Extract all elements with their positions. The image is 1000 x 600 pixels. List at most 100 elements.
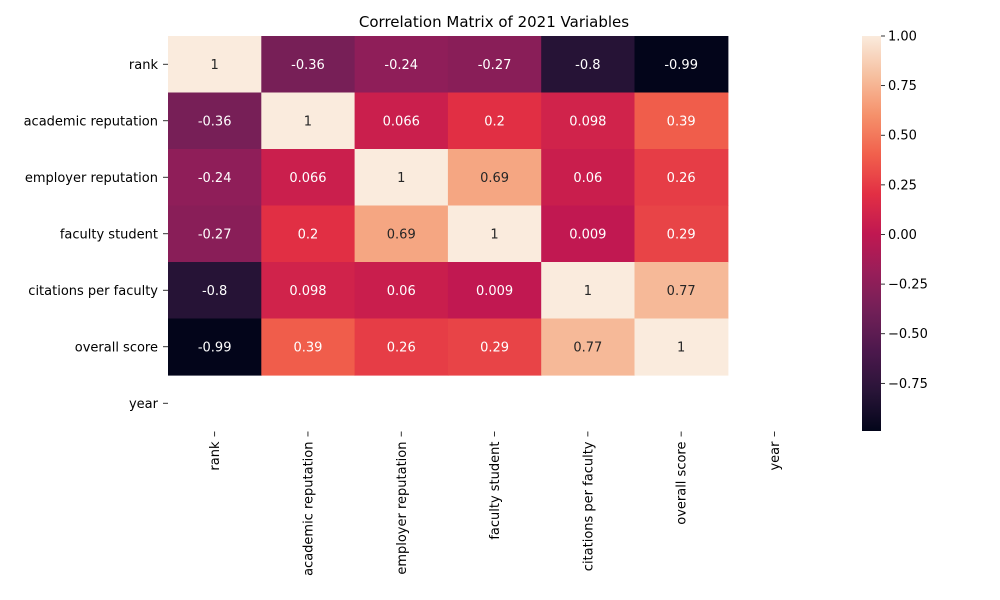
cell-value-label: -0.24	[384, 58, 418, 73]
heatmap-cell	[354, 92, 449, 150]
heatmap-annotations: 1 -0.36 -0.24 -0.27 -0.8 -0.99 -0.36 1 0.066 0.2 0…	[198, 58, 698, 356]
heatmap-cell	[168, 92, 262, 150]
heatmap-cell	[447, 36, 542, 94]
x-tick-label: employer reputation	[395, 442, 410, 575]
y-tick-label: year	[129, 397, 159, 412]
colorbar-tick-label: 0.75	[888, 79, 917, 94]
heatmap-cell	[634, 36, 729, 94]
y-tick-label: overall score	[75, 340, 158, 355]
heatmap-cell	[447, 205, 542, 263]
y-tick-label: faculty student	[60, 227, 158, 242]
heatmap-cell	[168, 149, 262, 207]
cell-value-label: -0.36	[291, 58, 325, 73]
cell-value-label: -0.27	[198, 227, 232, 242]
cell-value-label: 0.009	[569, 227, 606, 242]
heatmap-cell	[168, 318, 262, 376]
cell-value-label: 1	[677, 340, 685, 355]
cell-value-label: -0.36	[198, 114, 232, 129]
colorbar-tick-label: 0.50	[888, 129, 917, 144]
x-axis: rank academic reputation employer reputati…	[208, 431, 783, 576]
x-tick-label: faculty student	[488, 442, 503, 540]
cell-value-label: 0.69	[387, 227, 416, 242]
heatmap-cell	[541, 205, 636, 263]
colorbar-tick-label: −0.75	[888, 377, 928, 392]
heatmap-cell	[541, 36, 636, 94]
cell-value-label: 0.098	[569, 114, 606, 129]
x-tick-label: citations per faculty	[581, 441, 596, 571]
cell-value-label: 0.26	[667, 171, 696, 186]
cell-value-label: 0.77	[667, 284, 696, 299]
heatmap-cell	[168, 36, 262, 94]
y-tick-label: academic reputation	[24, 114, 158, 129]
heatmap-cell	[447, 149, 542, 207]
heatmap-cell	[541, 262, 636, 320]
colorbar-tick-label: 0.25	[888, 178, 917, 193]
colorbar-tick-label: −0.50	[888, 327, 928, 342]
heatmap-cell	[447, 92, 542, 150]
colorbar: 1.00 0.75 0.50 0.25 0.00 −0.25 −0.50 −0.75	[862, 30, 928, 431]
heatmap-cell	[354, 205, 449, 263]
cell-value-label: -0.8	[575, 58, 600, 73]
heatmap-cell	[447, 318, 542, 376]
heatmap-cell	[634, 262, 729, 320]
heatmap-cell	[261, 262, 356, 320]
colorbar-tick-label: 1.00	[888, 30, 917, 45]
heatmap-cell	[354, 36, 449, 94]
heatmap-cell	[354, 318, 449, 376]
cell-value-label: 0.009	[476, 284, 513, 299]
heatmap-cell	[354, 149, 449, 207]
cell-value-label: 1	[490, 227, 498, 242]
cell-value-label: 0.69	[480, 171, 509, 186]
heatmap-cell	[541, 318, 636, 376]
cell-value-label: 0.39	[667, 114, 696, 129]
x-tick-label: rank	[208, 441, 223, 471]
heatmap-cell	[261, 149, 356, 207]
cell-value-label: -0.99	[198, 340, 232, 355]
chart-title: Correlation Matrix of 2021 Variables	[359, 13, 629, 31]
cell-value-label: 0.2	[298, 227, 319, 242]
heatmap-cell	[447, 262, 542, 320]
heatmap-cell	[541, 92, 636, 150]
cell-value-label: 0.2	[484, 114, 505, 129]
heatmap-cell	[634, 205, 729, 263]
cell-value-label: 1	[211, 58, 219, 73]
cell-value-label: 0.06	[387, 284, 416, 299]
heatmap-cell	[261, 36, 356, 94]
heatmap-cell	[261, 205, 356, 263]
heatmap-cell	[634, 149, 729, 207]
heatmap-cell	[634, 318, 729, 376]
y-tick-label: employer reputation	[25, 171, 158, 186]
heatmap-cell	[261, 318, 356, 376]
heatmap-cell	[634, 92, 729, 150]
x-tick-label: academic reputation	[301, 442, 316, 576]
cell-value-label: 0.29	[480, 340, 509, 355]
cell-value-label: 1	[584, 284, 592, 299]
cell-value-label: 0.098	[289, 284, 326, 299]
colorbar-tick-label: −0.25	[888, 278, 928, 293]
cell-value-label: 1	[304, 114, 312, 129]
cell-value-label: 0.26	[387, 340, 416, 355]
heatmap-cell	[354, 262, 449, 320]
heatmap-cell	[168, 205, 262, 263]
cell-value-label: -0.27	[478, 58, 512, 73]
cell-value-label: 0.066	[289, 171, 326, 186]
cell-value-label: -0.8	[202, 284, 227, 299]
x-tick-label: overall score	[675, 442, 690, 525]
cell-value-label: 0.77	[573, 340, 602, 355]
x-tick-label: year	[768, 441, 783, 471]
cell-value-label: 0.39	[293, 340, 322, 355]
y-tick-label: citations per faculty	[28, 284, 158, 299]
y-axis: rank academic reputation employer reputati…	[24, 58, 168, 412]
heatmap-cells	[168, 36, 729, 376]
cell-value-label: 1	[397, 171, 405, 186]
heatmap-cell	[541, 149, 636, 207]
cell-value-label: 0.06	[573, 171, 602, 186]
y-tick-label: rank	[129, 58, 159, 73]
cell-value-label: 0.29	[667, 227, 696, 242]
heatmap-cell	[168, 262, 262, 320]
cell-value-label: -0.99	[664, 58, 698, 73]
colorbar-tick-label: 0.00	[888, 228, 917, 243]
heatmap-cell	[261, 92, 356, 150]
cell-value-label: 0.066	[383, 114, 420, 129]
